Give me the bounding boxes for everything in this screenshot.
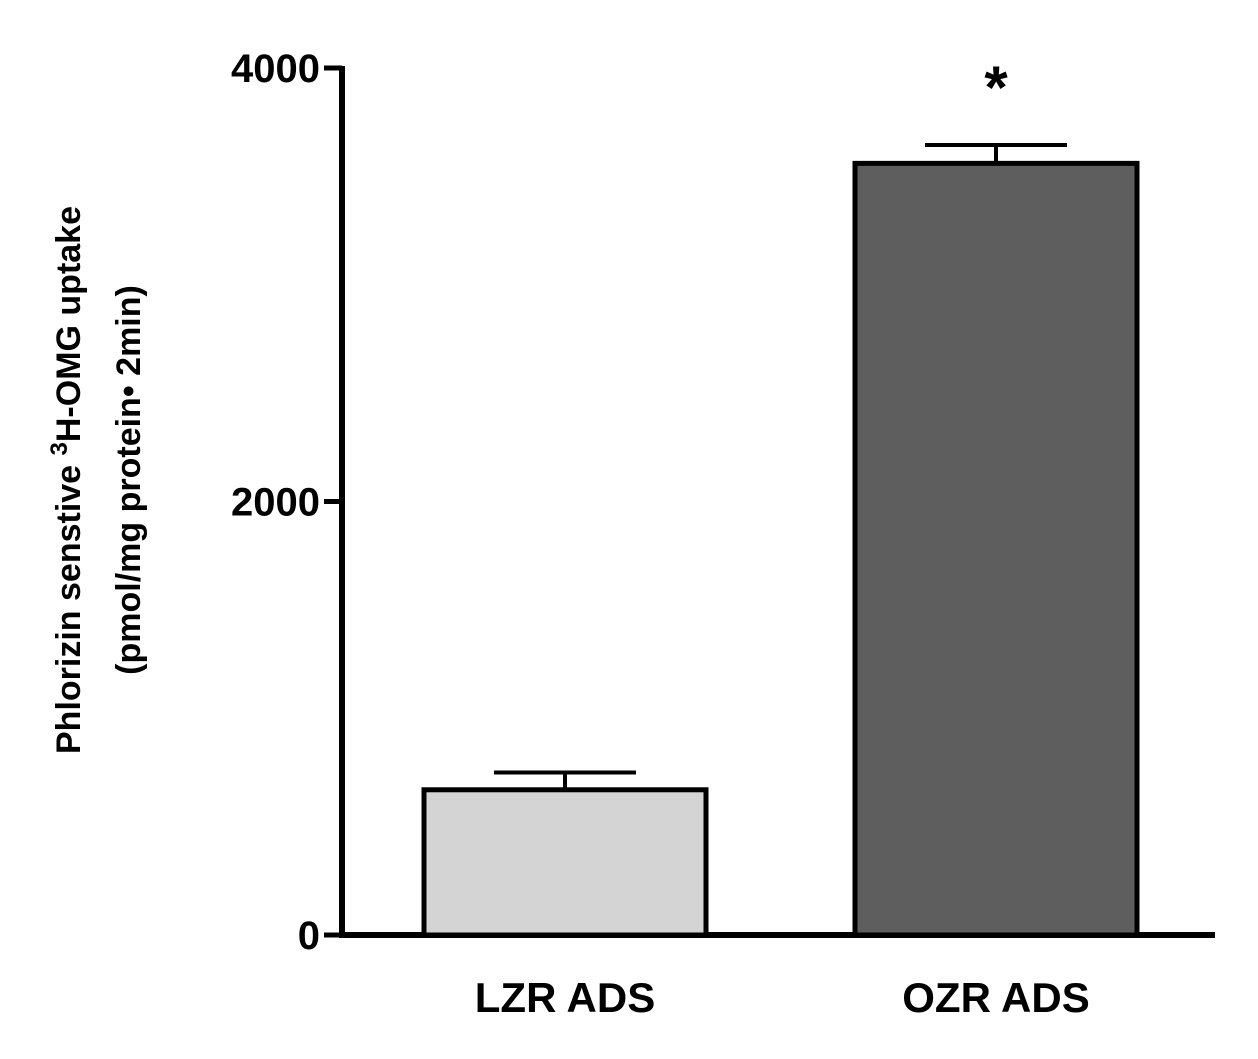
x-category-label: LZR ADS bbox=[475, 974, 655, 1021]
significance-marker: * bbox=[984, 54, 1008, 121]
bars: LZR ADS OZR ADS * bbox=[421, 54, 1140, 1021]
y-tick-label: 0 bbox=[298, 914, 320, 958]
y-tick-label: 4000 bbox=[231, 47, 320, 91]
y-axis-label-post: H-OMG uptake bbox=[50, 206, 88, 442]
y-axis-label-sup: 3 bbox=[46, 442, 73, 455]
x-category-label: OZR ADS bbox=[902, 974, 1089, 1021]
y-tick-label: 2000 bbox=[231, 481, 320, 525]
bar bbox=[852, 160, 1140, 938]
y-axis-label: Phlorizin senstive 3H-OMG uptake bbox=[46, 206, 89, 754]
y-axis-label-pre: Phlorizin senstive bbox=[50, 455, 88, 754]
bar bbox=[421, 787, 709, 938]
y-axis-label-units: (pmol/mg protein• 2min) bbox=[110, 285, 148, 675]
